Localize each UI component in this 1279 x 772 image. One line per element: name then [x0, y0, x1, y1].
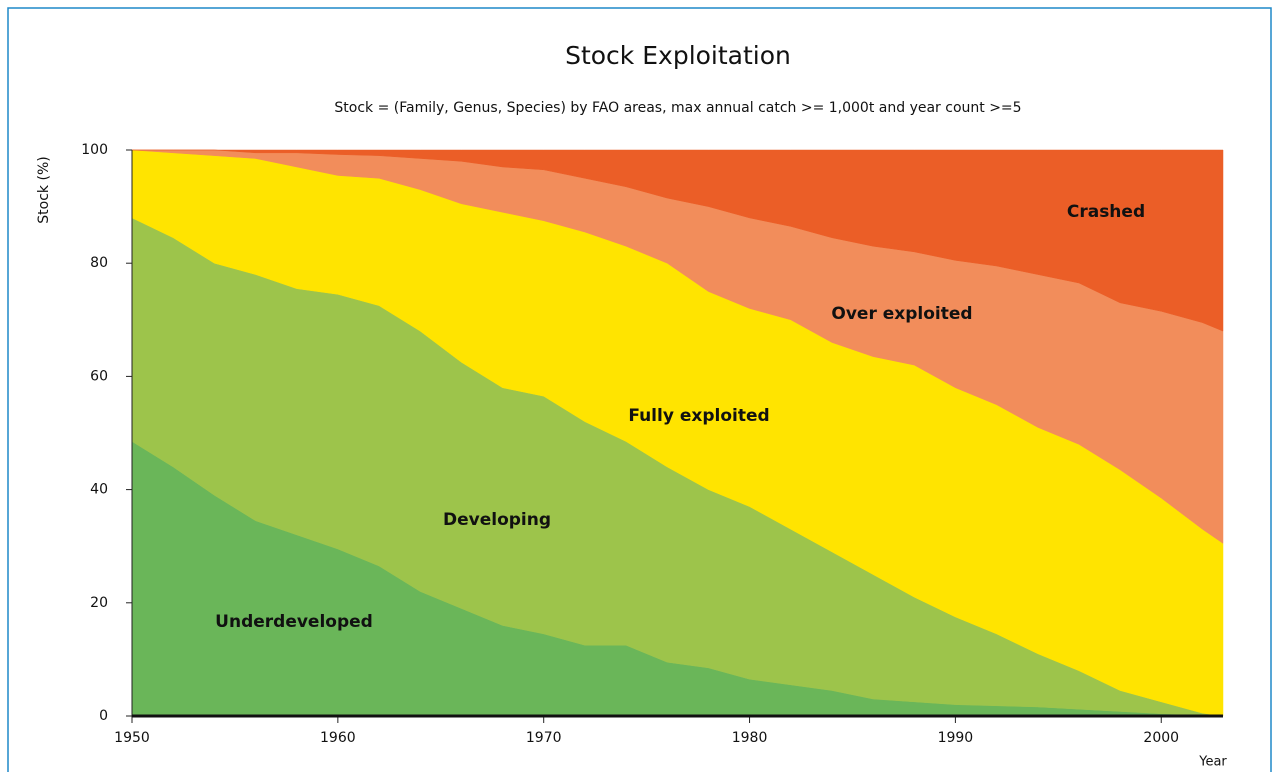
x-tick-label: 1970	[526, 730, 562, 746]
x-tick-label: 1950	[114, 730, 150, 746]
area-label: Fully exploited	[628, 406, 769, 426]
frame	[7, 7, 1272, 772]
area-label: Developing	[443, 510, 551, 530]
y-tick-label: 80	[90, 255, 108, 271]
y-axis-label: Stock (%)	[36, 156, 52, 223]
area	[132, 149, 1224, 332]
x-axis-label: Year	[1198, 755, 1227, 770]
x-tick-label: 1980	[732, 730, 768, 746]
x-tick-label: 1960	[320, 730, 356, 746]
y-tick-label: 20	[90, 595, 108, 611]
area-label: Over exploited	[831, 304, 972, 324]
chart-title: Stock Exploitation	[565, 41, 791, 70]
area-label: Underdeveloped	[215, 612, 373, 632]
y-tick-label: 100	[81, 142, 108, 158]
chart-subtitle: Stock = (Family, Genus, Species) by FAO …	[334, 100, 1021, 116]
y-tick-label: 40	[90, 482, 108, 498]
x-tick-label: 1990	[938, 730, 974, 746]
area-label: Crashed	[1067, 202, 1145, 222]
x-tick-label: 2000	[1143, 730, 1179, 746]
y-tick-label: 0	[99, 708, 108, 724]
y-tick-label: 60	[90, 368, 108, 384]
